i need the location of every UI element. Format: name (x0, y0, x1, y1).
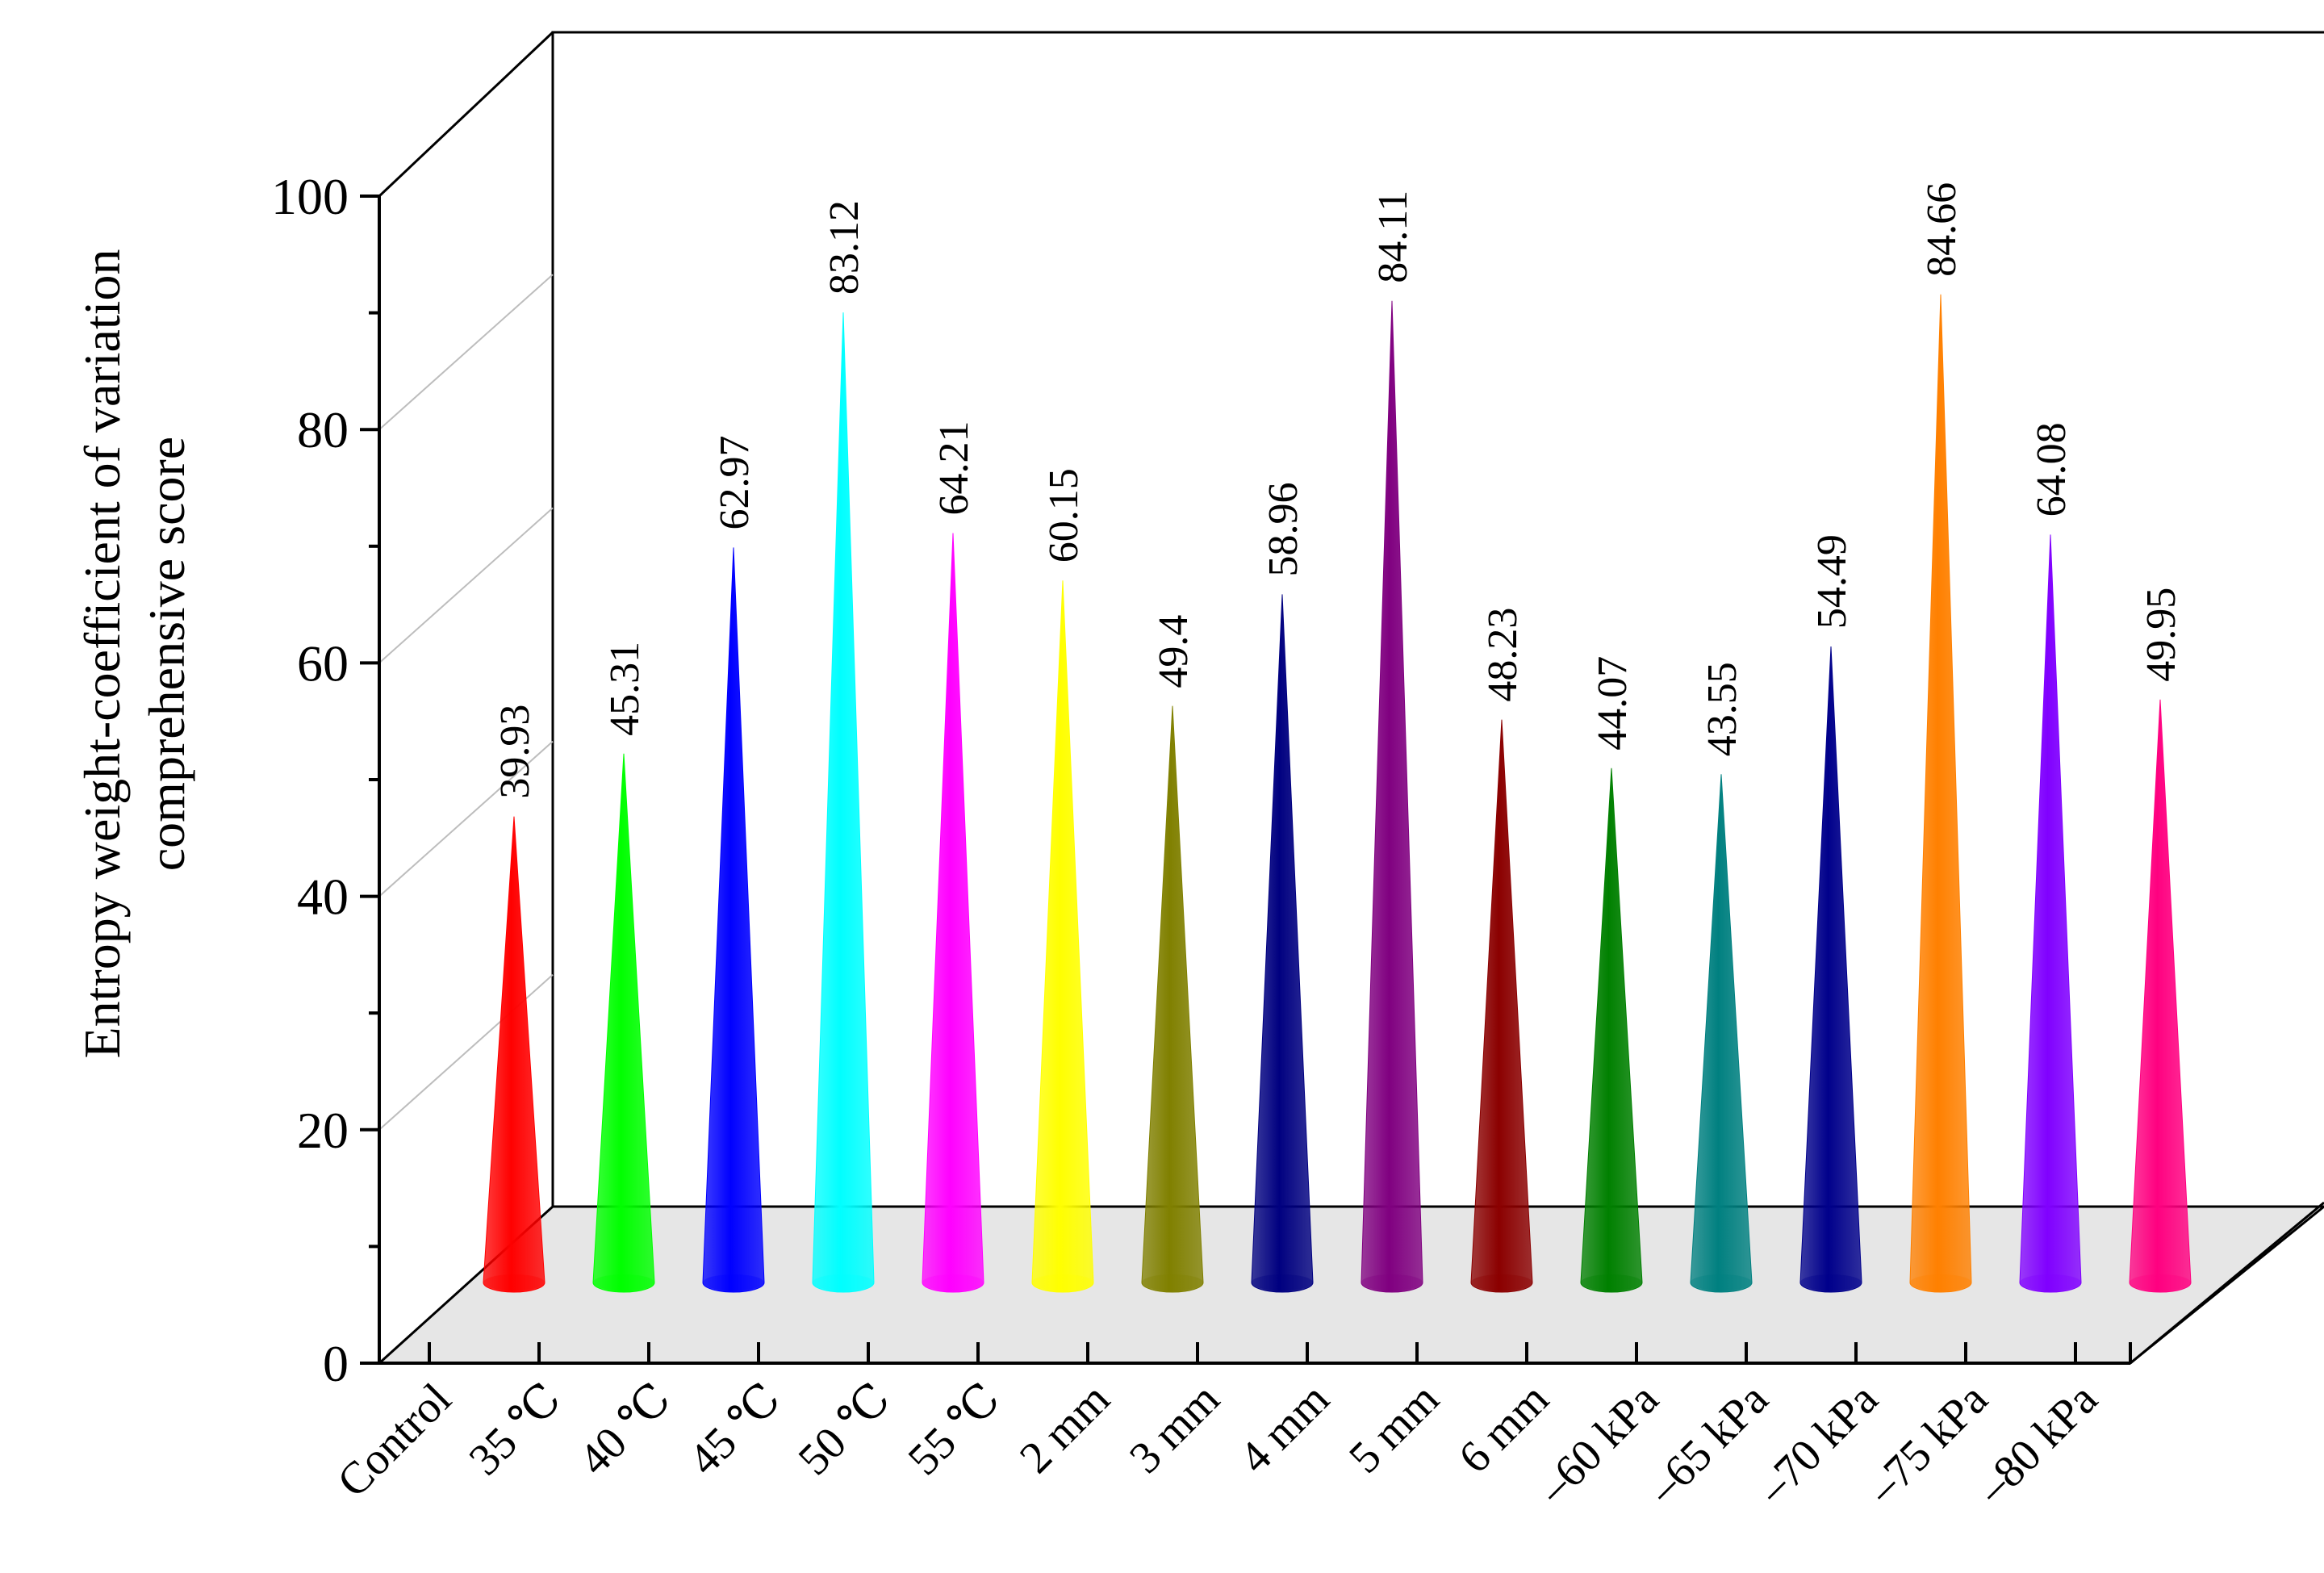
x-tick-label: 35 ℃ (460, 1374, 571, 1485)
cone-base (1471, 1274, 1532, 1291)
cone-base (1910, 1274, 1971, 1291)
cone-base (1252, 1274, 1313, 1291)
data-label: 58.96 (1260, 482, 1306, 576)
x-tick-label: 45 ℃ (679, 1374, 791, 1485)
x-tick-label: –65 kPa (1638, 1374, 1778, 1513)
floor-right-edge (2130, 1201, 2324, 1365)
x-tick-label: 50 ℃ (789, 1374, 901, 1485)
data-label: 64.08 (2029, 422, 2075, 517)
cone-bar (592, 753, 655, 1293)
cone-bar (1799, 646, 1862, 1293)
cone-bar (1580, 768, 1643, 1293)
x-tick-label: 3 mm (1120, 1374, 1229, 1483)
cone-base (593, 1274, 654, 1291)
x-tick-label: –75 kPa (1858, 1374, 1997, 1513)
x-tick-label: 40 ℃ (570, 1374, 681, 1485)
cone-base (483, 1274, 545, 1291)
y-gridline (378, 274, 554, 430)
cone-base (1361, 1274, 1423, 1291)
x-tick-label: 5 mm (1340, 1374, 1448, 1483)
cone-base (1142, 1274, 1203, 1291)
y-tick-label: 100 (271, 168, 349, 225)
y-tick-label: 0 (323, 1335, 349, 1392)
data-label: 44.07 (1590, 656, 1636, 751)
y-gridline (378, 740, 554, 897)
cone-bar (483, 816, 545, 1293)
cone-base (1032, 1274, 1093, 1291)
cone-base (1800, 1274, 1862, 1291)
cone-base (1581, 1274, 1642, 1291)
data-label: 45.31 (602, 642, 648, 736)
cone-base (922, 1274, 984, 1291)
cone-bar (1470, 719, 1533, 1293)
data-label: 64.21 (931, 421, 977, 516)
cone-bar (1141, 705, 1204, 1293)
cone-bar (1909, 294, 1972, 1293)
cone-bar (812, 312, 875, 1293)
data-label: 84.66 (1919, 182, 1965, 277)
cone-bar (2019, 534, 2082, 1293)
x-tick-label: –60 kPa (1528, 1374, 1668, 1513)
cone-base (703, 1274, 764, 1291)
y-gridline (378, 507, 554, 664)
y-tick-label: 40 (297, 868, 349, 926)
data-label: 54.49 (1809, 534, 1855, 629)
data-label: 43.55 (1699, 662, 1745, 756)
data-label: 49.4 (1151, 615, 1197, 688)
y-axis-label-line-1: Entropy weight-coefficient of variation (73, 249, 131, 1059)
side-wall-top-edge (378, 31, 554, 198)
y-tick-label: 80 (297, 401, 349, 458)
data-label: 49.95 (2138, 588, 2184, 682)
cone-base (813, 1274, 874, 1291)
cone-bar (1031, 580, 1094, 1293)
x-tick-label: 2 mm (1010, 1374, 1119, 1483)
data-label: 84.11 (1370, 190, 1416, 283)
x-tick-label: 55 ℃ (899, 1374, 1010, 1485)
data-label: 62.97 (712, 435, 758, 529)
x-tick-label: Control (328, 1374, 461, 1507)
x-tick-label: –80 kPa (1967, 1374, 2107, 1513)
cone-series (483, 294, 2192, 1293)
data-label: 39.93 (492, 705, 538, 799)
y-tick-label: 20 (297, 1102, 349, 1159)
data-label: 83.12 (821, 200, 867, 295)
data-label: 48.23 (1480, 608, 1526, 702)
cone-bar (1361, 300, 1423, 1293)
y-tick-label: 60 (297, 634, 349, 692)
x-tick-label: –70 kPa (1748, 1374, 1887, 1513)
cone-bar (1251, 594, 1314, 1293)
x-tick-label: 4 mm (1230, 1374, 1339, 1483)
data-label: 60.15 (1041, 468, 1087, 563)
cone-base (2130, 1274, 2191, 1291)
cone-bar (922, 533, 984, 1293)
cone-bar (2129, 699, 2192, 1293)
cone-base (2020, 1274, 2081, 1291)
cone-bar (1690, 774, 1753, 1293)
y-axis-label-line-2: comprehensive score (138, 437, 195, 871)
cone-bar (702, 547, 765, 1293)
cone-base (1691, 1274, 1752, 1291)
